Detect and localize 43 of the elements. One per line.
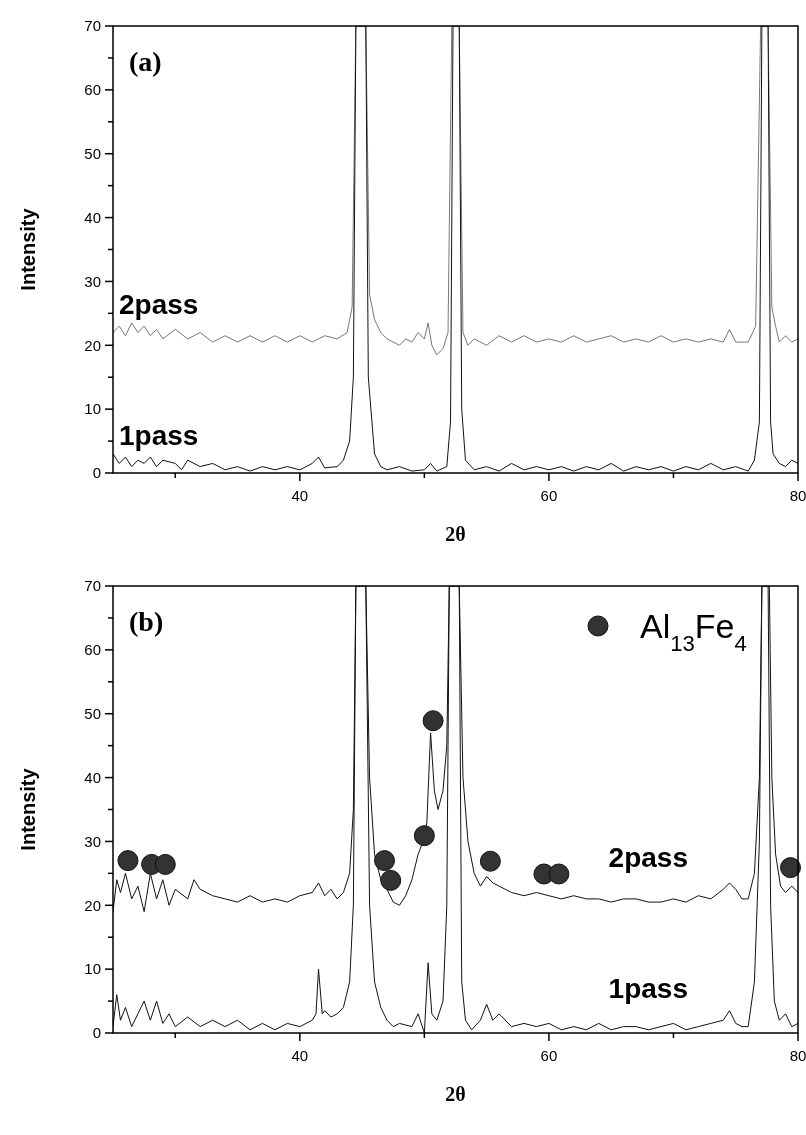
y-tick-label: 10 [84,400,101,418]
y-tick-label: 70 [84,17,101,35]
y-tick-label: 60 [84,641,101,659]
y-tick-label: 40 [84,208,101,226]
point [154,853,176,875]
point [780,857,802,879]
x-axis-title: 2θ [445,523,466,545]
x-tick-label: 40 [291,487,309,504]
x-tick-label: 80 [789,487,806,504]
legend-label: Al$_{13}$Fe$_{4}$ [640,607,747,656]
series-label: 1pass [119,419,199,451]
series-label: 2pass [608,842,688,874]
y-tick-label: 20 [84,336,101,354]
series-label: 2pass [119,288,199,320]
y-tick-label: 0 [92,464,101,482]
y-tick-label: 40 [84,768,101,786]
point [413,825,435,847]
line-series [113,26,798,356]
y-axis-title: Intensity [17,207,39,291]
x-tick-label: 60 [540,487,558,504]
text: (a) [129,46,162,77]
x-tick-label: 60 [540,1047,558,1064]
y-axis-title: Intensity [17,767,39,851]
text: (b) [129,606,164,637]
x-tick-label: 40 [291,1047,309,1064]
point [548,863,570,885]
y-tick-label: 50 [84,144,101,162]
y-tick-label: 60 [84,81,101,99]
x-axis-title: 2θ [445,1083,466,1105]
point [380,869,402,891]
y-tick-label: 30 [84,272,101,290]
point [117,850,139,872]
y-tick-label: 30 [84,832,101,850]
point [479,850,501,872]
y-tick-label: 70 [84,577,101,595]
point [422,710,444,732]
point [374,850,396,872]
y-tick-label: 20 [84,896,101,914]
y-tick-label: 50 [84,704,101,722]
series-label: 1pass [608,973,688,1005]
x-tick-label: 80 [789,1047,806,1064]
y-tick-label: 10 [84,960,101,978]
y-tick-label: 0 [92,1024,101,1042]
